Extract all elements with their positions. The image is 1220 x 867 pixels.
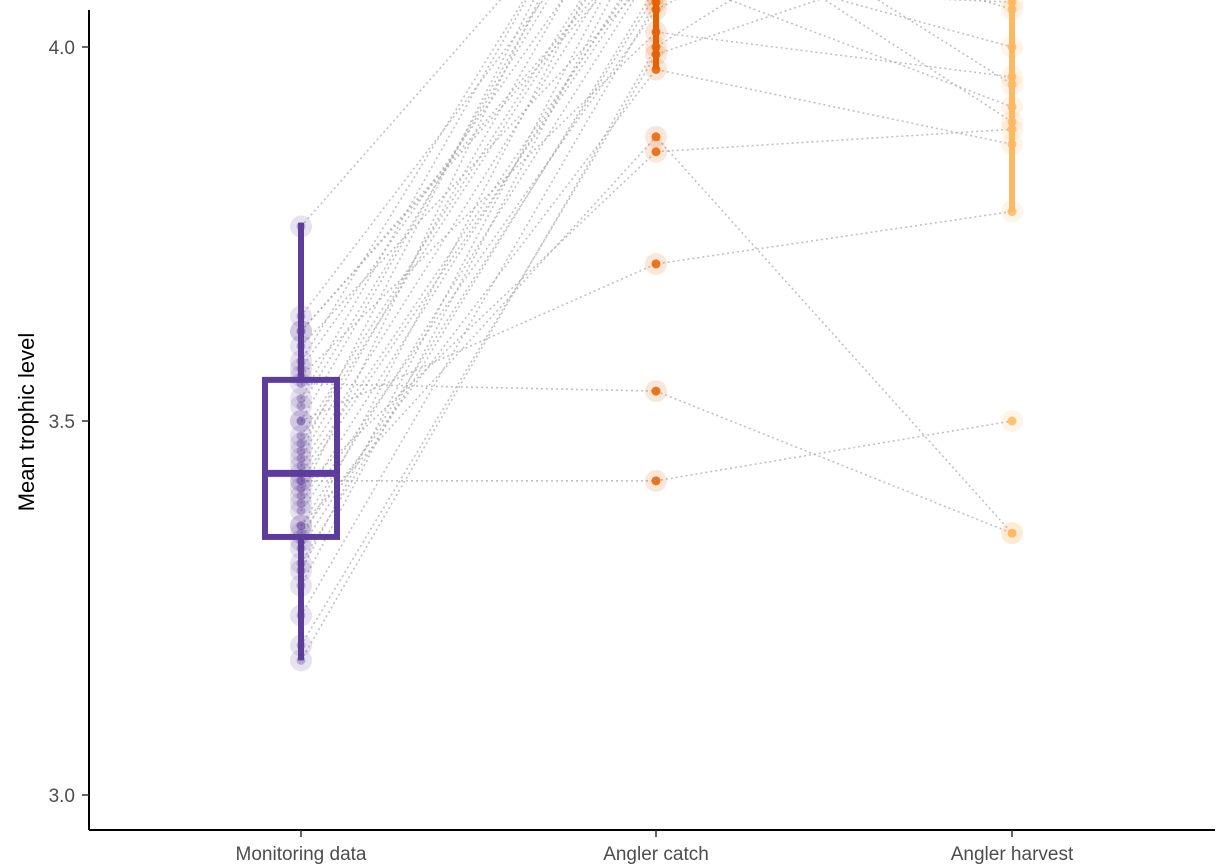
paired-line (300, 0, 664, 616)
paired-line (300, 31, 1013, 377)
data-point (1007, 528, 1017, 538)
data-point (296, 506, 306, 516)
x-tick-label: Monitoring data (236, 844, 367, 865)
paired-line (300, 0, 621, 504)
data-point (296, 416, 306, 426)
paired-line (300, 0, 597, 467)
data-point-halo (290, 387, 312, 410)
data-point (296, 491, 306, 501)
data-point (296, 431, 306, 441)
data-point (296, 401, 306, 411)
paired-line (300, 0, 1013, 474)
paired-line (300, 0, 1013, 564)
data-point (296, 416, 306, 426)
data-point (651, 259, 661, 269)
data-point (296, 461, 306, 471)
y-axis-title: Mean trophic level (14, 333, 39, 512)
data-point (651, 147, 661, 157)
paired-line (300, 382, 1013, 534)
data-point (651, 386, 661, 396)
data-point-halo (290, 424, 312, 447)
data-point-halo (290, 492, 312, 515)
paired-line (300, 0, 733, 661)
y-tick-label: 3.0 (49, 786, 75, 807)
data-point-halo (290, 395, 312, 418)
data-point (296, 483, 306, 493)
paired-line (300, 0, 1013, 444)
data-point-halo (290, 499, 312, 522)
data-point-halo (290, 439, 312, 462)
paired-line (300, 0, 628, 482)
data-point (296, 453, 306, 463)
data-point-halo (290, 410, 312, 432)
data-point (296, 521, 306, 531)
y-tick-label: 4.0 (49, 38, 75, 59)
paired-lines-layer (300, 0, 1013, 661)
data-point (296, 476, 306, 486)
data-point-halo (290, 432, 312, 455)
data-point (296, 394, 306, 404)
data-point (651, 132, 661, 142)
data-point-halo (290, 447, 312, 470)
paired-line (300, 0, 635, 527)
paired-line (300, 0, 528, 399)
paired-line (300, 128, 1013, 489)
paired-line (300, 68, 1013, 534)
data-point (296, 476, 306, 486)
paired-line (300, 0, 611, 586)
data-point (296, 498, 306, 508)
data-point (296, 521, 306, 531)
data-point-halo (290, 514, 312, 537)
data-point (651, 476, 661, 486)
data-point (1007, 416, 1017, 426)
x-tick-label: Angler harvest (951, 844, 1074, 865)
data-point-halo (290, 484, 312, 507)
data-point (296, 446, 306, 456)
paired-line (300, 0, 525, 362)
data-point-halo (290, 410, 312, 432)
paired-line (300, 0, 1013, 347)
boxes-layer (262, 0, 1015, 661)
x-tick-label: Angler catch (603, 844, 709, 865)
box-iqr (262, 376, 340, 540)
paired-line (300, 0, 1013, 542)
y-tick-label: 3.5 (49, 412, 75, 433)
data-point-halo (290, 514, 312, 537)
axes-layer: Mean trophic level 3.03.54.04.55.0Monito… (14, 10, 1215, 865)
data-point (296, 438, 306, 448)
data-point-halo (290, 477, 312, 500)
